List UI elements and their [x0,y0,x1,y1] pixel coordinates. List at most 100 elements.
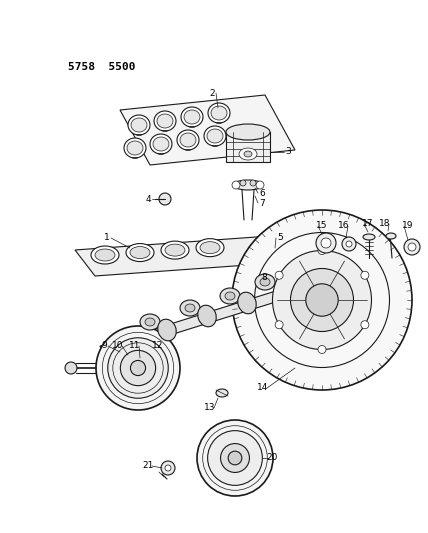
Ellipse shape [145,318,155,326]
Circle shape [120,350,156,386]
Circle shape [275,321,283,329]
Ellipse shape [363,234,375,240]
Ellipse shape [157,114,173,128]
Circle shape [291,269,354,332]
Ellipse shape [233,180,263,190]
Ellipse shape [161,241,189,259]
Circle shape [96,326,180,410]
Ellipse shape [177,130,199,150]
Text: 13: 13 [204,403,216,413]
Text: 20: 20 [266,454,278,463]
Circle shape [361,321,369,329]
Text: 4: 4 [145,195,151,204]
Text: 19: 19 [402,222,414,230]
Ellipse shape [91,246,119,264]
Text: 9: 9 [101,342,107,351]
Ellipse shape [244,151,252,157]
Ellipse shape [260,278,270,286]
Text: 14: 14 [257,384,269,392]
Ellipse shape [165,244,185,256]
Ellipse shape [181,107,203,127]
Ellipse shape [196,239,224,257]
Polygon shape [75,236,290,276]
Text: 6: 6 [259,189,265,198]
Text: 17: 17 [362,220,374,229]
Circle shape [232,210,412,390]
Circle shape [208,431,262,486]
Ellipse shape [126,244,154,262]
Ellipse shape [238,292,256,314]
Ellipse shape [226,124,270,140]
Text: 1: 1 [104,233,110,243]
Ellipse shape [239,148,257,160]
Ellipse shape [232,181,240,189]
Circle shape [318,345,326,353]
Ellipse shape [208,103,230,123]
Circle shape [408,243,416,251]
Ellipse shape [140,314,160,330]
Ellipse shape [131,118,147,132]
Circle shape [131,360,146,376]
Ellipse shape [256,181,264,189]
Ellipse shape [207,129,223,143]
Ellipse shape [200,241,220,254]
Text: 3: 3 [285,148,291,157]
Circle shape [342,237,356,251]
Ellipse shape [154,111,176,131]
Ellipse shape [220,288,240,304]
Circle shape [275,271,283,279]
Circle shape [240,180,246,186]
Ellipse shape [180,133,196,147]
Circle shape [321,238,331,248]
Ellipse shape [158,319,176,341]
Circle shape [318,246,326,254]
Ellipse shape [386,233,396,239]
Circle shape [404,239,420,255]
Ellipse shape [127,141,143,155]
Text: 21: 21 [143,462,154,471]
Ellipse shape [130,247,150,259]
Circle shape [165,465,171,471]
Ellipse shape [128,115,150,135]
Ellipse shape [185,304,195,312]
Text: 10: 10 [112,342,124,351]
Ellipse shape [216,389,228,397]
Text: 2: 2 [209,88,215,98]
Ellipse shape [124,138,146,158]
Circle shape [197,420,273,496]
Polygon shape [120,95,295,165]
Circle shape [159,193,171,205]
Ellipse shape [225,292,235,300]
Circle shape [273,251,372,350]
Text: 5758  5500: 5758 5500 [68,62,136,72]
Text: 5: 5 [277,233,283,243]
Text: 18: 18 [379,220,391,229]
Circle shape [65,362,77,374]
Polygon shape [100,285,298,356]
Ellipse shape [198,305,216,327]
Circle shape [220,443,250,472]
Circle shape [346,241,352,247]
Circle shape [161,461,175,475]
Text: 11: 11 [129,342,141,351]
Ellipse shape [150,134,172,154]
Ellipse shape [184,110,200,124]
Circle shape [108,338,168,398]
Ellipse shape [211,106,227,120]
Text: 12: 12 [152,342,163,351]
Circle shape [228,451,242,465]
Ellipse shape [153,137,169,151]
Ellipse shape [180,300,200,316]
Text: 15: 15 [316,222,328,230]
Ellipse shape [255,274,275,290]
Circle shape [306,284,338,316]
Circle shape [250,180,256,186]
Ellipse shape [204,126,226,146]
Polygon shape [226,132,270,162]
Text: 16: 16 [338,222,350,230]
Circle shape [361,271,369,279]
Text: 8: 8 [261,273,267,282]
Circle shape [316,233,336,253]
Ellipse shape [95,249,115,261]
Text: 7: 7 [259,198,265,207]
